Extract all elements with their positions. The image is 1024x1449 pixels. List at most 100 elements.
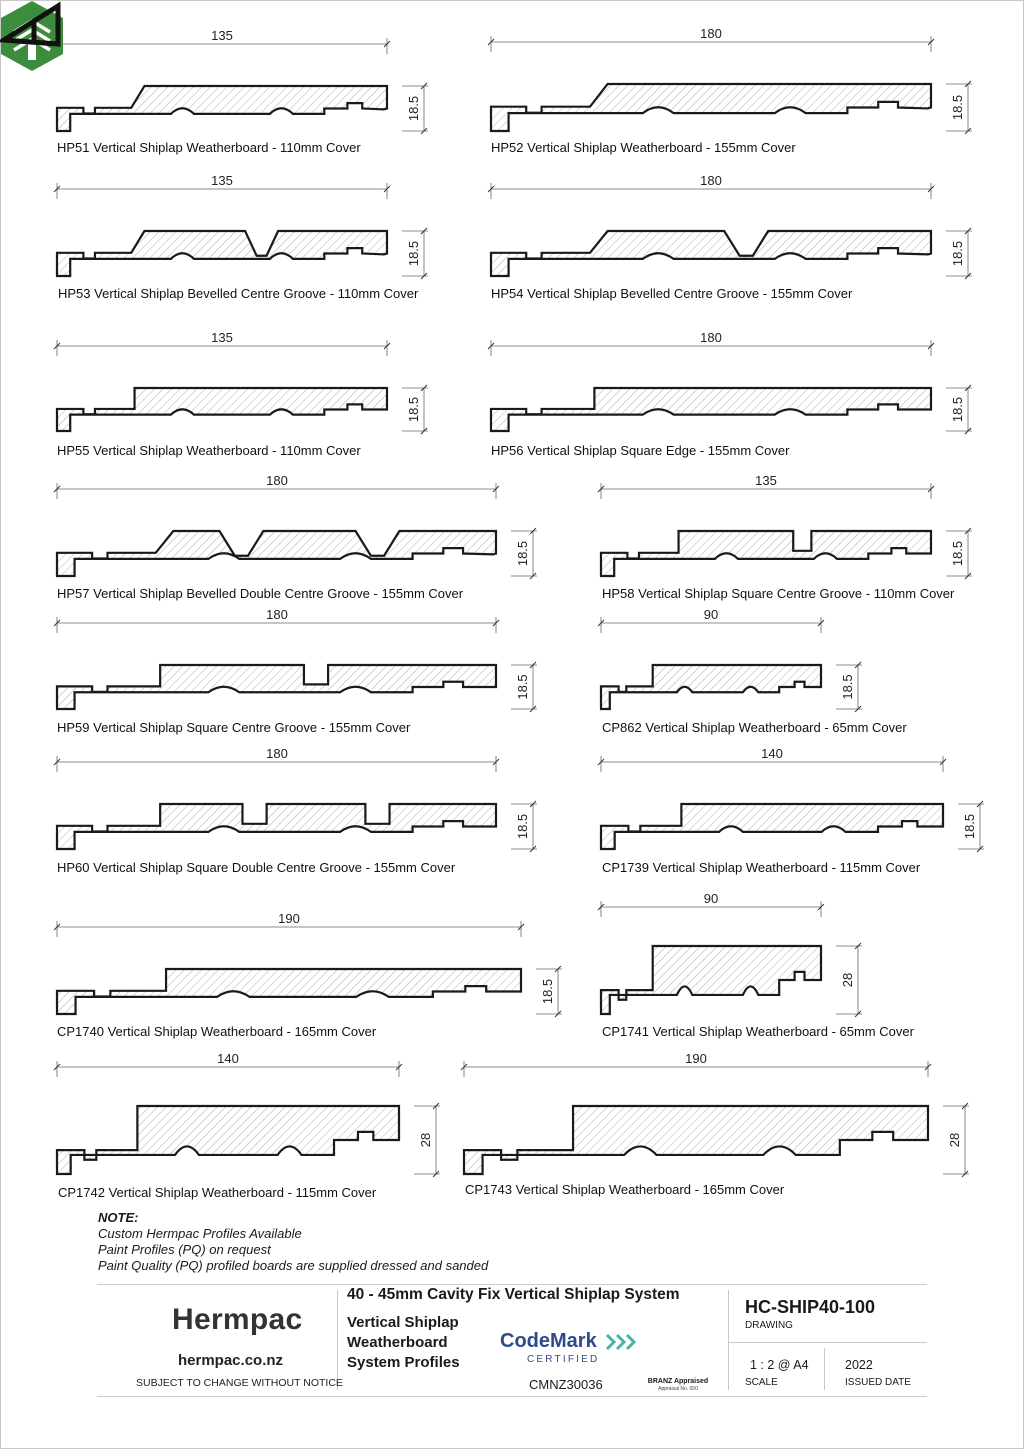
dimension-slash bbox=[927, 185, 935, 193]
profile-section-cp1739 bbox=[599, 802, 945, 851]
width-dimension-label: 90 bbox=[704, 607, 718, 622]
dimension-slash bbox=[939, 758, 947, 766]
dimension-slash bbox=[492, 758, 500, 766]
drawing-label: DRAWING bbox=[745, 1320, 793, 1331]
dimension-slash bbox=[964, 384, 972, 392]
dimension-slash bbox=[529, 527, 537, 535]
branz-number: Appraisal No. 650 bbox=[658, 1386, 698, 1392]
profile-caption: HP55 Vertical Shiplap Weatherboard - 110… bbox=[57, 443, 361, 458]
dimension-slash bbox=[597, 903, 605, 911]
profile-caption: HP52 Vertical Shiplap Weatherboard - 155… bbox=[491, 140, 796, 155]
issued-date-label: ISSUED DATE bbox=[845, 1377, 911, 1388]
system-title: 40 - 45mm Cavity Fix Vertical Shiplap Sy… bbox=[347, 1286, 680, 1303]
dimension-slash bbox=[817, 903, 825, 911]
width-dimension-label: 180 bbox=[700, 330, 722, 345]
title-block-divider bbox=[824, 1348, 825, 1390]
title-block-bottom-rule bbox=[97, 1396, 927, 1397]
height-dimension-label: 18.5 bbox=[950, 241, 965, 266]
website-link[interactable]: hermpac.co.nz bbox=[178, 1352, 284, 1369]
dimension-slash bbox=[964, 227, 972, 235]
dimension-slash bbox=[597, 485, 605, 493]
profile-section-hp60 bbox=[55, 802, 498, 851]
note-line: Custom Hermpac Profiles Available bbox=[98, 1226, 302, 1241]
width-dimension-label: 140 bbox=[761, 746, 783, 761]
dimension-slash bbox=[854, 661, 862, 669]
dimension-slash bbox=[529, 705, 537, 713]
width-dimension-label: 180 bbox=[266, 607, 288, 622]
codemark-logo: CodeMark CERTIFIED bbox=[500, 1330, 640, 1368]
dimension-slash bbox=[460, 1063, 468, 1071]
codemark-number: CMNZ30036 bbox=[529, 1377, 603, 1392]
profile-section-cp1742 bbox=[55, 1104, 401, 1176]
dimension-slash bbox=[487, 185, 495, 193]
profile-section-hp56 bbox=[489, 386, 933, 433]
profile-caption: HP51 Vertical Shiplap Weatherboard - 110… bbox=[57, 140, 361, 155]
profile-caption: HP59 Vertical Shiplap Square Centre Groo… bbox=[57, 720, 411, 735]
height-dimension-label: 18.5 bbox=[840, 674, 855, 699]
dimension-slash bbox=[383, 185, 391, 193]
dimension-slash bbox=[554, 1010, 562, 1018]
dimension-slash bbox=[961, 1170, 969, 1178]
profile-caption: HP58 Vertical Shiplap Square Centre Groo… bbox=[602, 586, 955, 601]
width-dimension-label: 180 bbox=[266, 473, 288, 488]
height-dimension-label: 18.5 bbox=[515, 541, 530, 566]
height-dimension-label: 18.5 bbox=[515, 814, 530, 839]
profile-caption: CP1743 Vertical Shiplap Weatherboard - 1… bbox=[465, 1182, 785, 1197]
dimension-slash bbox=[420, 384, 428, 392]
dimension-slash bbox=[53, 485, 61, 493]
dimension-slash bbox=[529, 572, 537, 580]
profile-caption: HP56 Vertical Shiplap Square Edge - 155m… bbox=[491, 443, 790, 458]
dimension-slash bbox=[964, 127, 972, 135]
profile-section-hp51 bbox=[55, 84, 389, 133]
width-dimension-label: 135 bbox=[211, 173, 233, 188]
profile-caption: CP1741 Vertical Shiplap Weatherboard - 6… bbox=[602, 1024, 915, 1039]
profile-caption: HP57 Vertical Shiplap Bevelled Double Ce… bbox=[57, 586, 464, 601]
dimension-slash bbox=[597, 619, 605, 627]
dimension-slash bbox=[554, 965, 562, 973]
issued-date-value: 2022 bbox=[845, 1358, 873, 1372]
dimension-slash bbox=[964, 572, 972, 580]
dimension-slash bbox=[53, 342, 61, 350]
subtitle-line: System Profiles bbox=[347, 1354, 460, 1371]
subtitle-line: Vertical Shiplap bbox=[347, 1314, 459, 1331]
dimension-slash bbox=[964, 427, 972, 435]
codemark-certified: CERTIFIED bbox=[527, 1354, 600, 1365]
profile-caption: HP53 Vertical Shiplap Bevelled Centre Gr… bbox=[58, 286, 419, 301]
width-dimension-label: 140 bbox=[217, 1051, 239, 1066]
scale-label: SCALE bbox=[745, 1377, 778, 1388]
profile-section-cp1741 bbox=[599, 944, 823, 1016]
profile-caption: CP862 Vertical Shiplap Weatherboard - 65… bbox=[602, 720, 907, 735]
height-dimension-label: 28 bbox=[947, 1133, 962, 1147]
dimension-slash bbox=[432, 1102, 440, 1110]
width-dimension-label: 135 bbox=[211, 330, 233, 345]
width-dimension-label: 90 bbox=[704, 891, 718, 906]
dimension-slash bbox=[964, 527, 972, 535]
dimension-slash bbox=[529, 800, 537, 808]
branz-appraised-logo-icon bbox=[0, 1, 61, 47]
dimension-slash bbox=[854, 942, 862, 950]
subject-to-change-text: SUBJECT TO CHANGE WITHOUT NOTICE bbox=[136, 1377, 343, 1389]
dimension-slash bbox=[854, 1010, 862, 1018]
title-block-divider bbox=[337, 1290, 338, 1390]
dimension-slash bbox=[927, 38, 935, 46]
dimension-slash bbox=[854, 705, 862, 713]
height-dimension-label: 18.5 bbox=[406, 241, 421, 266]
profile-section-cp1740 bbox=[55, 967, 523, 1016]
note-line: Paint Quality (PQ) profiled boards are s… bbox=[98, 1258, 489, 1273]
dimension-slash bbox=[487, 342, 495, 350]
dimension-slash bbox=[420, 82, 428, 90]
dimension-slash bbox=[964, 272, 972, 280]
dimension-slash bbox=[383, 342, 391, 350]
height-dimension-label: 18.5 bbox=[406, 397, 421, 422]
profile-section-hp58 bbox=[599, 529, 933, 578]
brand-name: Hermpac bbox=[172, 1303, 303, 1336]
dimension-slash bbox=[924, 1063, 932, 1071]
width-dimension-label: 135 bbox=[755, 473, 777, 488]
dimension-slash bbox=[487, 38, 495, 46]
note-line: Paint Profiles (PQ) on request bbox=[98, 1242, 271, 1257]
codemark-word: CodeMark bbox=[500, 1330, 597, 1352]
dimension-slash bbox=[517, 923, 525, 931]
dimension-slash bbox=[492, 619, 500, 627]
dimension-slash bbox=[395, 1063, 403, 1071]
